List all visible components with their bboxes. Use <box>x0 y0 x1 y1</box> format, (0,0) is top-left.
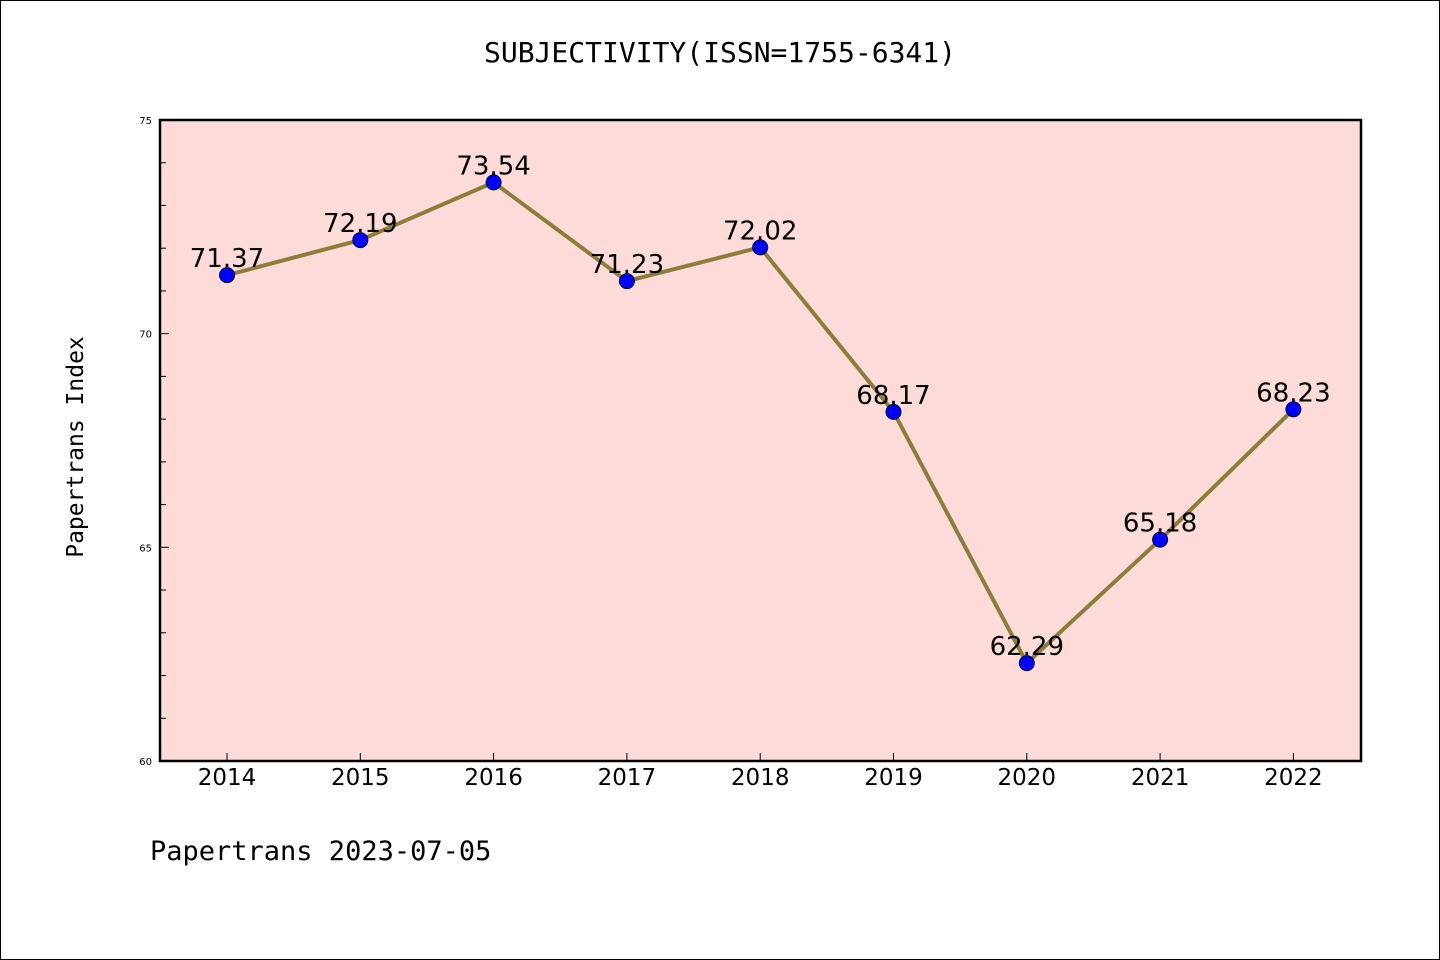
data-point <box>1152 531 1169 548</box>
y-tick-label: 75 <box>139 116 152 127</box>
data-point <box>885 403 902 420</box>
y-tick-label: 65 <box>139 543 152 554</box>
data-point <box>752 239 769 256</box>
y-tick-label: 60 <box>139 757 152 768</box>
chart-title: SUBJECTIVITY(ISSN=1755-6341) <box>483 36 956 69</box>
x-tick-label: 2014 <box>198 765 257 791</box>
data-point <box>219 267 235 284</box>
data-point <box>1018 655 1035 672</box>
data-point <box>618 273 635 290</box>
x-tick-label: 2021 <box>1131 765 1190 791</box>
x-tick-label: 2016 <box>464 765 523 791</box>
x-tick-label: 2017 <box>598 765 657 791</box>
x-tick-label: 2019 <box>864 765 923 791</box>
x-tick-label: 2022 <box>1264 765 1323 791</box>
x-tick-label: 2020 <box>998 765 1057 791</box>
footer-text: Papertrans 2023-07-05 <box>150 836 492 867</box>
y-tick-label: 70 <box>139 330 152 341</box>
data-point <box>1285 401 1302 418</box>
data-point <box>352 232 369 249</box>
plot-area <box>160 120 1361 761</box>
x-tick-label: 2015 <box>331 765 390 791</box>
plot-border <box>158 118 1363 763</box>
data-point <box>485 174 502 191</box>
x-tick-label: 2018 <box>731 765 790 791</box>
